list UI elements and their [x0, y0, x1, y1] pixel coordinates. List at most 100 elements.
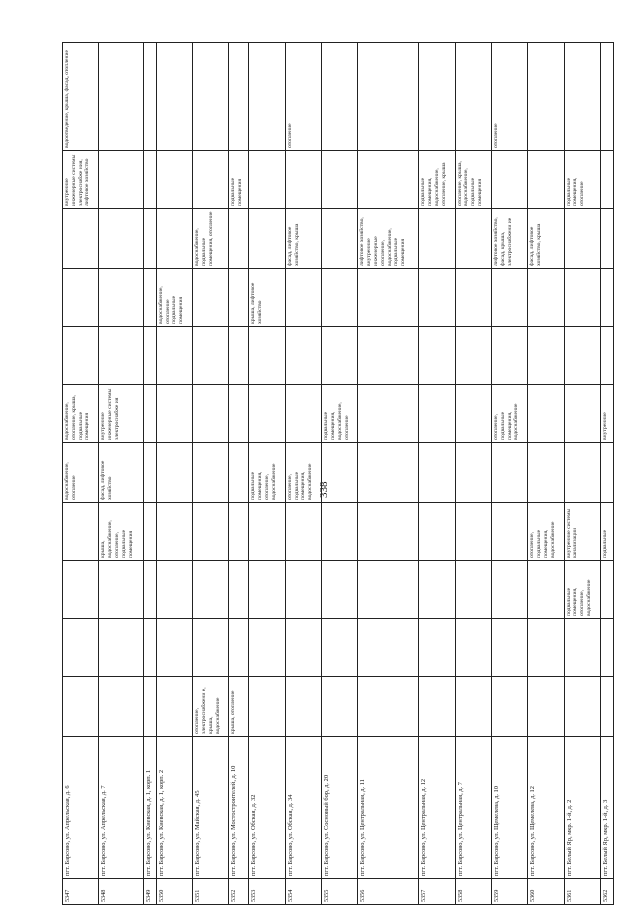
work-type-cell: [156, 384, 193, 443]
work-type-cell: отопление, подвальные помещения, водосна…: [285, 442, 322, 503]
work-type-cell: [98, 268, 144, 327]
work-type-cell: водоснабжение, подвальные помещения, ото…: [192, 208, 229, 269]
work-type-cell: [564, 442, 601, 503]
work-type-cell: [527, 150, 565, 209]
work-type-cell: [285, 502, 322, 561]
work-type-cell: фасад, лифтовое хозяйство, крыша: [285, 208, 322, 269]
table-row: 5347 пгт. Барсово, ул. Апрельская, д. 6 во…: [62, 42, 99, 905]
work-type-cell: [455, 442, 492, 503]
work-type-cell: водоснабжение, отопление, крыша, подваль…: [62, 384, 99, 443]
work-type-cell: [248, 502, 286, 561]
row-number-cell: 5347: [62, 878, 99, 905]
work-type-cell: [156, 560, 193, 619]
row-number-cell: 5355: [321, 878, 358, 905]
work-type-cell: [156, 502, 193, 561]
table-row: 5361 пгт. Белый Яр, мкр. 1-й, д. 2 подваль…: [564, 42, 601, 905]
work-type-cell: [321, 268, 358, 327]
work-type-cell: [357, 502, 419, 561]
work-type-cell: [156, 442, 193, 503]
work-type-cell: [285, 676, 322, 737]
work-type-cell: [418, 268, 456, 327]
work-type-cell: внутренние инженерные системы электросна…: [98, 384, 144, 443]
table-row: 5355 пгт. Барсово, ул. Сосновый бор, д. 2…: [321, 42, 358, 905]
work-type-cell: [321, 442, 358, 503]
work-type-cell: [285, 560, 322, 619]
work-type-cell: [98, 326, 144, 385]
work-type-cell: [527, 618, 565, 677]
work-type-cell: [62, 502, 99, 561]
work-type-cell: крыша, отопление: [228, 676, 249, 737]
work-type-cell: [600, 268, 614, 327]
work-type-cell: [491, 442, 528, 503]
address-cell: пгт. Белый Яр, мкр. 1-й, д. 3: [600, 736, 614, 879]
work-type-cell: отопление, подвальные помещения, водосна…: [491, 384, 528, 443]
work-type-cell: [248, 384, 286, 443]
work-type-cell: [228, 384, 249, 443]
work-type-cell: [491, 268, 528, 327]
address-cell: пгт. Барсово, ул. Апрельская, д. 6: [62, 736, 99, 879]
work-type-cell: [285, 150, 322, 209]
work-type-cell: [491, 150, 528, 209]
work-type-cell: [192, 502, 229, 561]
work-type-cell: [248, 208, 286, 269]
work-type-cell: [418, 384, 456, 443]
table-wrapper: 5347 пгт. Барсово, ул. Апрельская, д. 6 во…: [62, 42, 614, 905]
work-type-cell: [156, 326, 193, 385]
work-type-cell: подвальные помещения, отопление: [564, 150, 601, 209]
work-type-cell: [600, 560, 614, 619]
work-type-cell: [357, 442, 419, 503]
table-row: 5350 пгт. Барсово, ул. Киевская, д. 1, ко…: [156, 42, 193, 905]
address-cell: пгт. Барсово, ул. Центральная, д. 11: [357, 736, 419, 879]
work-type-cell: фасад, лифтовое хозяйство: [98, 442, 144, 503]
work-type-cell: [321, 502, 358, 561]
work-type-cell: [418, 560, 456, 619]
work-type-cell: водоснабжение, отопление: [62, 442, 99, 503]
work-type-cell: [321, 560, 358, 619]
table-row: 5353 пгт. Барсово, ул. Обская, д. 32 подва…: [248, 42, 286, 905]
table-row: 5349 пгт. Барсово, ул. Киевская, д. 1, ко…: [143, 42, 157, 905]
work-type-cell: [285, 268, 322, 327]
address-cell: пгт. Барсово, ул. Киевская, д. 1, корп. …: [156, 736, 193, 879]
work-type-cell: [491, 502, 528, 561]
work-type-cell: [527, 676, 565, 737]
work-type-cell: подвальные помещения: [228, 150, 249, 209]
address-cell: пгт. Барсово, ул. Обская, д. 34: [285, 736, 322, 879]
work-type-cell: [192, 150, 229, 209]
work-type-cell: [228, 560, 249, 619]
work-type-cell: [527, 442, 565, 503]
work-type-cell: отопление: [285, 42, 322, 151]
work-type-cell: [192, 442, 229, 503]
address-cell: пгт. Барсово, ул. Обская, д. 32: [248, 736, 286, 879]
work-type-cell: [357, 42, 419, 151]
work-type-cell: [564, 618, 601, 677]
work-type-cell: [248, 560, 286, 619]
work-type-cell: [455, 42, 492, 151]
work-type-cell: [228, 618, 249, 677]
address-cell: пгт. Барсово, ул. Центральная, д. 7: [455, 736, 492, 879]
table-row: 5351 пгт. Барсово, ул. Майская, д. 45 отоп…: [192, 42, 229, 905]
work-type-cell: [228, 326, 249, 385]
work-type-cell: [192, 618, 229, 677]
work-type-cell: [600, 208, 614, 269]
work-type-cell: [143, 502, 157, 561]
work-type-cell: [143, 442, 157, 503]
address-cell: пгт. Барсово, ул. Мостостроителей, д. 10: [228, 736, 249, 879]
work-type-cell: [143, 560, 157, 619]
work-type-cell: [357, 676, 419, 737]
work-type-cell: [455, 326, 492, 385]
work-type-cell: [491, 560, 528, 619]
work-type-cell: [248, 150, 286, 209]
work-type-cell: [192, 560, 229, 619]
work-type-cell: лифтовое хозяйство, фасад, крыша, электр…: [491, 208, 528, 269]
work-type-cell: [600, 150, 614, 209]
work-type-cell: подвальные помещения, отопление, водосна…: [564, 560, 601, 619]
work-type-cell: подвальные помещения, водоснабжение, ото…: [418, 150, 456, 209]
work-type-cell: [418, 326, 456, 385]
work-type-cell: [62, 676, 99, 737]
work-type-cell: [143, 384, 157, 443]
table-row: 5358 пгт. Барсово, ул. Центральная, д. 7 о…: [455, 42, 492, 905]
work-type-cell: [143, 208, 157, 269]
work-type-cell: [455, 384, 492, 443]
table-row: 5360 пгт. Барсово, ул. Щемелева, д. 12 ото…: [527, 42, 565, 905]
table-row: 5354 пгт. Барсово, ул. Обская, д. 34 отопл…: [285, 42, 322, 905]
